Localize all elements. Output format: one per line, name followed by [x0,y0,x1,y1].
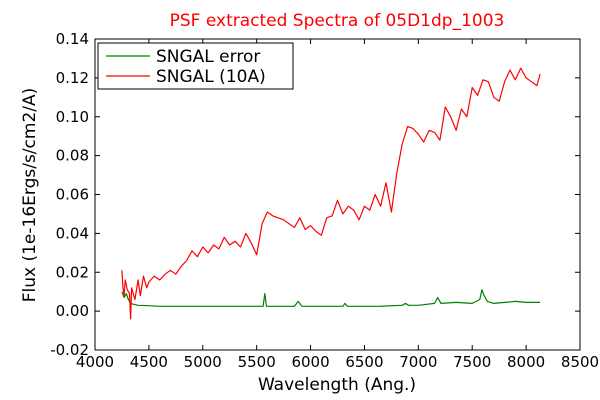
x-tick-label: 8000 [507,353,545,371]
x-axis-title: Wavelength (Ang.) [258,375,416,395]
y-axis-title: Flux (1e-16Ergs/s/cm2/A) [20,88,40,303]
x-tick-label: 6500 [345,353,383,371]
y-tick-label: 0.12 [56,69,89,87]
x-tick-label: 5500 [238,353,276,371]
legend-label-sngal-10a: SNGAL (10A) [156,67,266,87]
x-tick-label: 4500 [130,353,168,371]
x-tick-label: 5000 [184,353,222,371]
series-line-sngal-10a [121,67,541,320]
y-tick-label: 0.00 [56,302,89,320]
y-tick-label: 0.08 [56,147,89,165]
y-tick-label: -0.02 [50,341,89,359]
legend: SNGAL error SNGAL (10A) [97,42,294,90]
x-tick-label: 7000 [399,353,437,371]
chart-title: PSF extracted Spectra of 05D1dp_1003 [170,11,505,31]
legend-box [97,42,294,90]
x-tick-label: 6000 [291,353,329,371]
y-tick-label: 0.02 [56,263,89,281]
y-tick-label: 0.14 [56,30,89,48]
y-tick-label: 0.10 [56,108,89,126]
y-tick-label: 0.04 [56,224,89,242]
x-tick-label: 8500 [561,353,599,371]
plot-area [121,67,541,320]
x-tick-label: 4000 [76,353,114,371]
series-line-sngal-error [121,289,541,307]
legend-label-sngal-error: SNGAL error [156,47,260,67]
x-tick-label: 7500 [453,353,491,371]
y-tick-label: 0.06 [56,186,89,204]
axis-ticks: 4000 4500 5000 5500 6000 6500 7000 7500 8000 8500… [50,30,599,371]
